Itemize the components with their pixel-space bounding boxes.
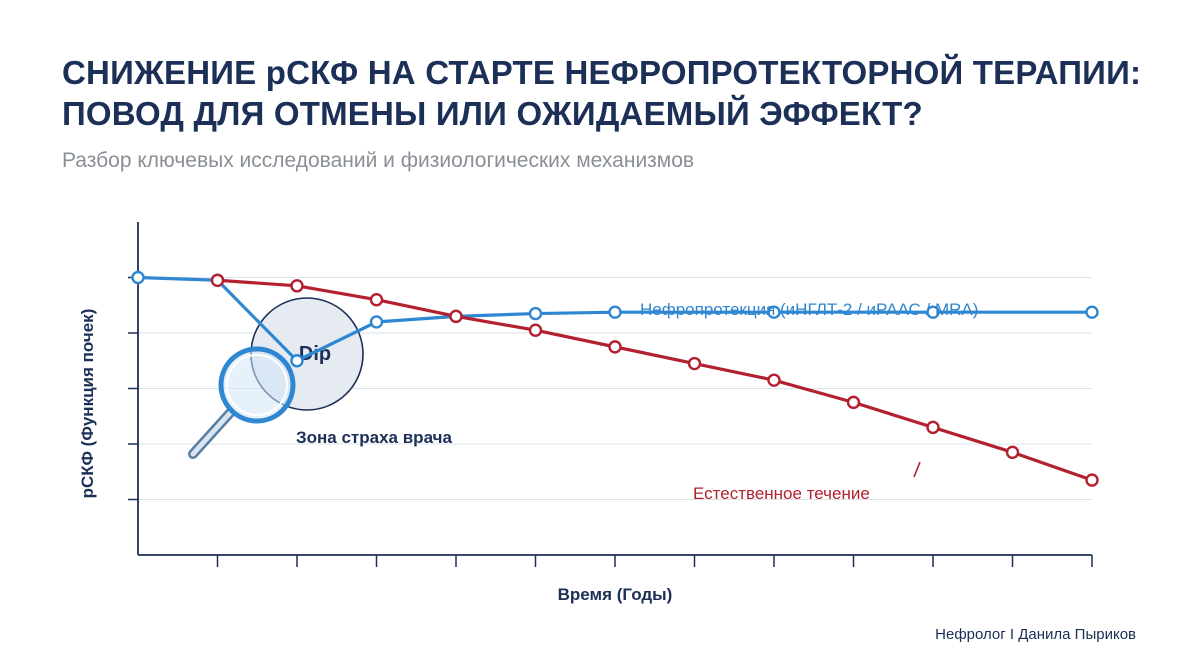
y-axis-label: рСКФ (Функция почек) (78, 309, 97, 499)
series-label-0: Нефропротекция (иНГЛТ-2 / иРААС / MRA) (640, 300, 978, 319)
data-point-1-10 (1005, 445, 1020, 460)
data-point-0-0 (131, 270, 145, 285)
data-point-1-7 (767, 373, 781, 387)
series-line-0 (137, 275, 1092, 363)
page-subtitle: Разбор ключевых исследований и физиологи… (62, 149, 695, 172)
data-point-0-9 (1085, 305, 1099, 319)
data-point-1-1 (290, 279, 304, 293)
magnifier-icon (188, 346, 296, 459)
data-point-1-5 (608, 340, 622, 354)
data-point-1-9 (926, 420, 940, 435)
magnifier-lens-inner (226, 354, 288, 416)
title-line-2: ПОВОД ДЛЯ ОТМЕНЫ ИЛИ ОЖИДАЕМЫЙ ЭФФЕКТ? (62, 95, 923, 132)
series-label-1: Естественное течение (693, 484, 870, 503)
data-point-1-0 (210, 273, 225, 287)
fear-zone-label: Зона страха врача (296, 428, 452, 447)
data-point-0-2 (290, 354, 304, 368)
data-point-1-6 (687, 356, 702, 371)
title-line-1: СНИЖЕНИЕ рСКФ НА СТАРТЕ НЕФРОПРОТЕКТОРНО… (62, 54, 1142, 91)
data-point-0-8 (926, 305, 940, 319)
data-point-0-5 (528, 306, 543, 321)
series-1 (210, 273, 1099, 487)
series-label-1-leader (913, 461, 921, 478)
data-point-1-8 (846, 395, 861, 410)
magnifier-handle-inner (190, 410, 233, 457)
data-point-0-6 (608, 305, 622, 319)
x-axis-label: Время (Годы) (558, 585, 673, 604)
data-point-1-11 (1085, 473, 1099, 487)
page-title: СНИЖЕНИЕ рСКФ НА СТАРТЕ НЕФРОПРОТЕКТОРНО… (62, 52, 1182, 134)
data-point-0-7 (767, 305, 781, 319)
data-point-1-4 (528, 323, 543, 337)
data-point-0-3 (369, 315, 384, 329)
author-credit: Нефролог I Данила Пыриков (935, 626, 1136, 643)
magnifier-lens (218, 346, 296, 424)
data-point-1-2 (369, 293, 384, 307)
data-point-1-3 (449, 309, 463, 324)
series-line-1 (217, 278, 1093, 482)
